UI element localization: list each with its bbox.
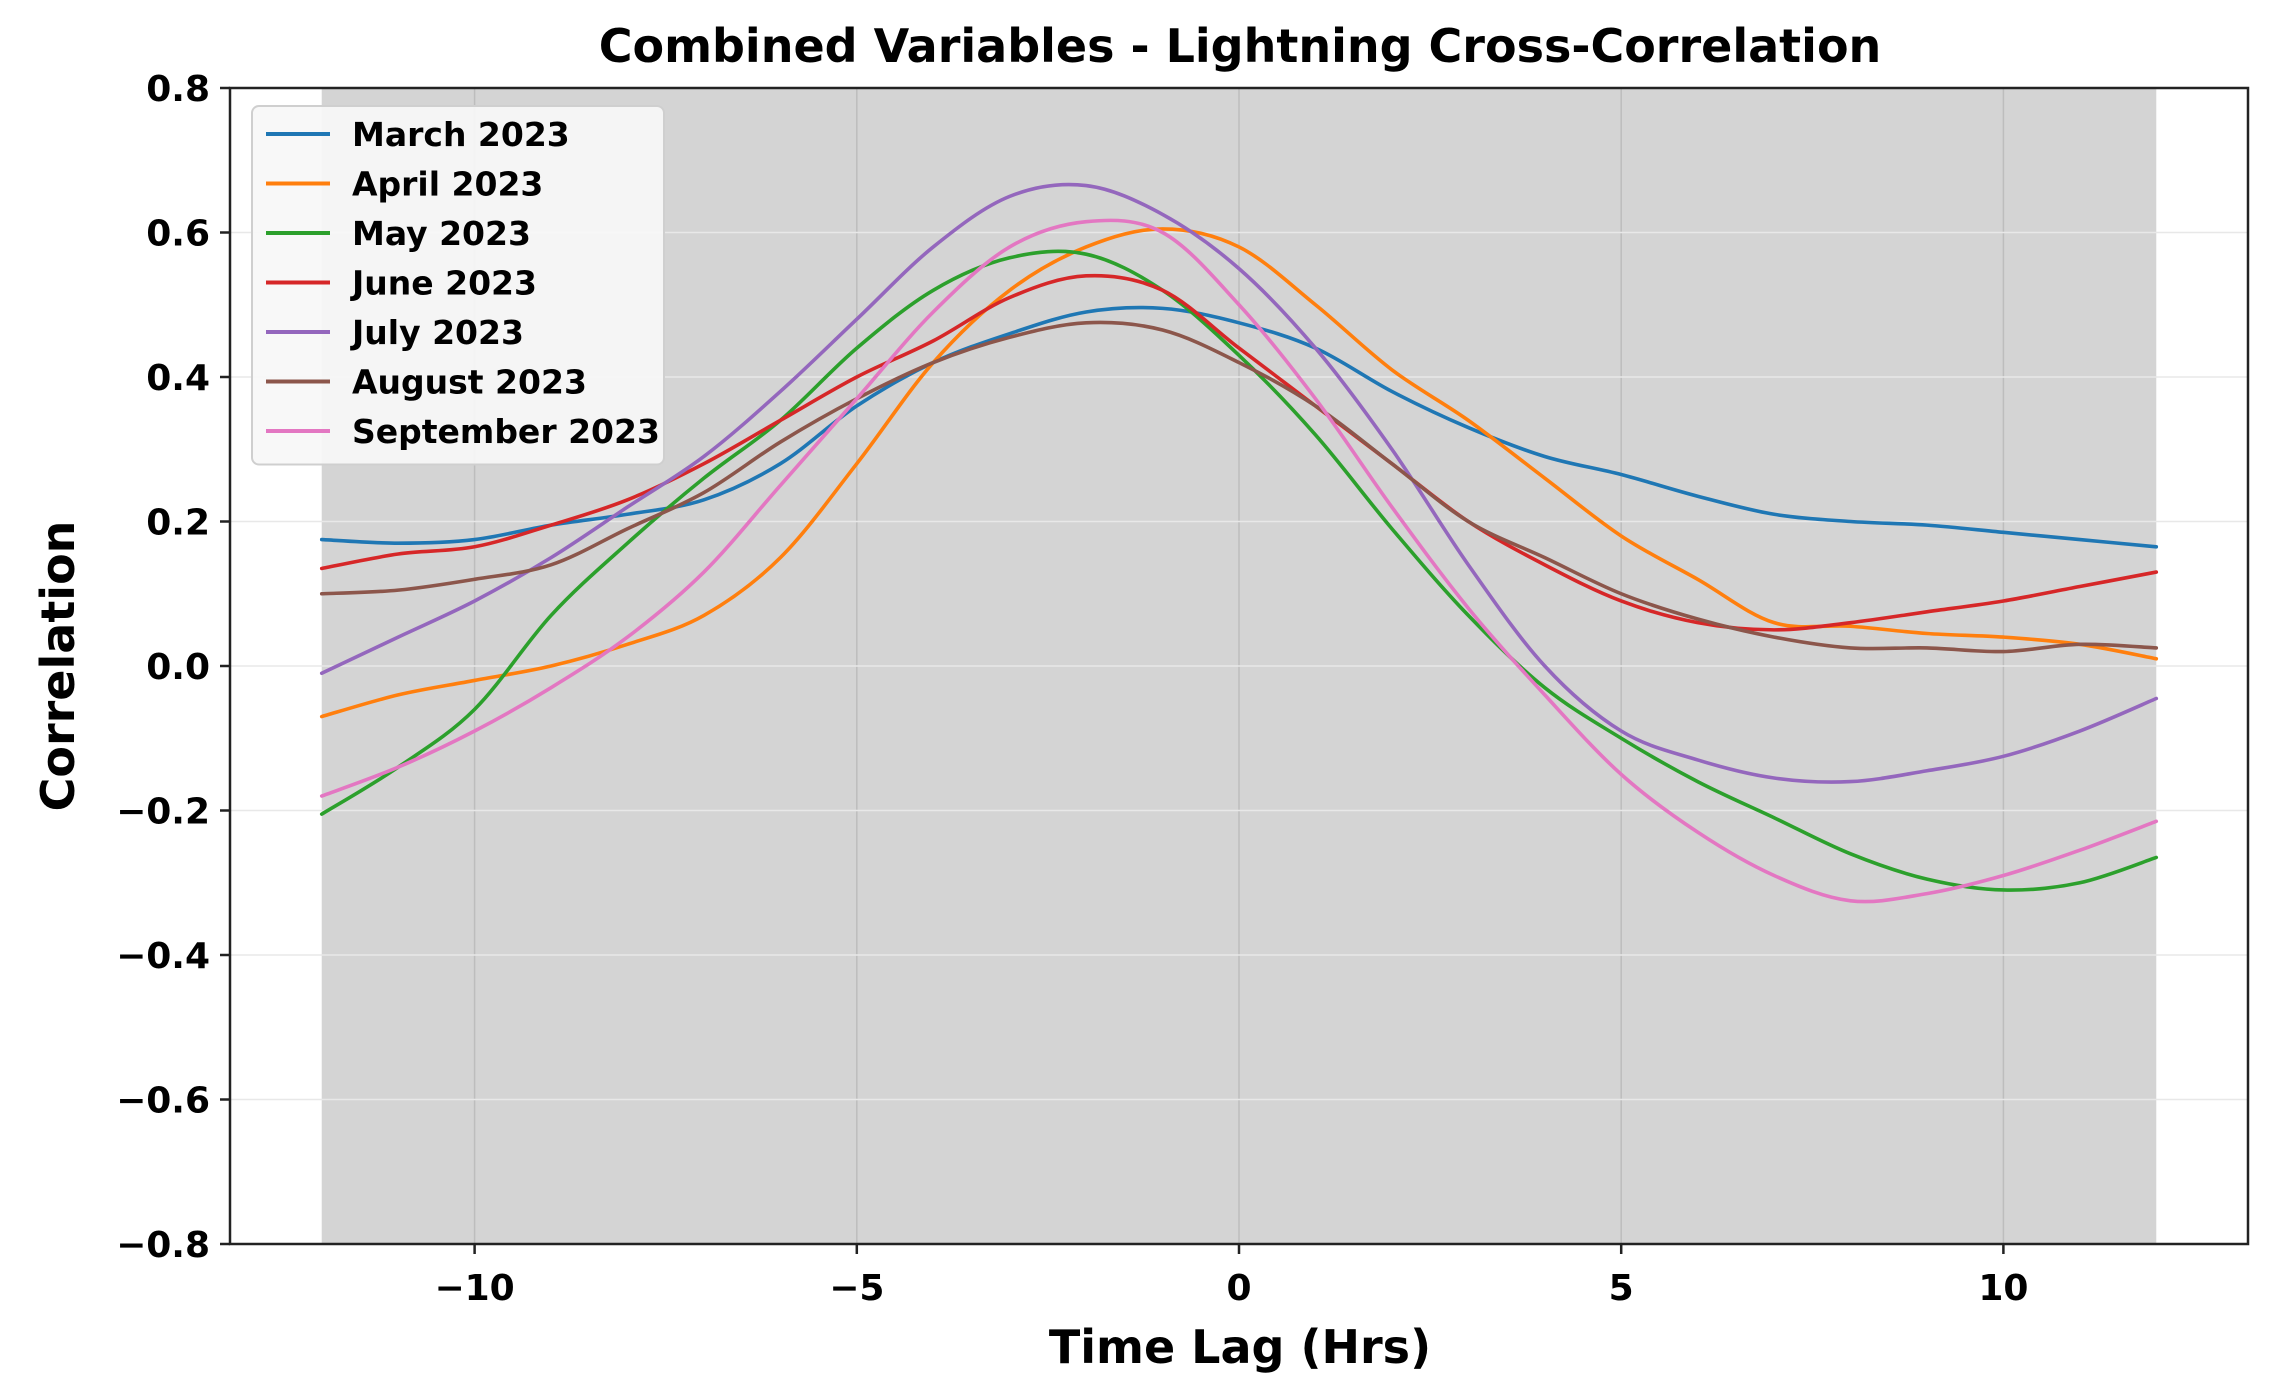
legend-label: March 2023 [352,115,570,154]
series-line-june-2023 [319,273,2159,632]
y-tick-label: 0.6 [146,214,210,255]
y-tick-label: 0.0 [146,647,210,688]
x-axis: −10 −5 0 5 10 [434,1244,2028,1309]
series-line-july-2023 [319,182,2159,784]
legend-label: June 2023 [350,264,537,303]
x-tick-label: −10 [434,1268,514,1309]
y-axis: −0.8 −0.6 −0.4 −0.2 0.0 0.2 0.4 0.6 0.8 [116,69,230,1266]
y-tick-label: −0.4 [116,936,210,977]
x-tick-label: 0 [1226,1268,1251,1309]
y-tick-label: 0.8 [146,69,210,110]
x-axis-title: Time Lag (Hrs) [1049,1320,1431,1374]
legend-box [251,105,665,466]
y-tick-label: −0.6 [116,1081,210,1122]
y-tick-label: −0.2 [116,792,210,833]
legend-label: April 2023 [352,165,543,204]
series-line-september-2023 [319,218,2159,904]
y-tick-label: 0.4 [146,358,210,399]
x-tick-label: −5 [829,1268,884,1309]
series-line-may-2023 [319,249,2159,892]
x-tick-label: 5 [1609,1268,1634,1309]
legend: March 2023 April 2023 May 2023 June 2023 Jul… [251,105,665,466]
x-tick-label: 10 [1978,1268,2028,1309]
chart-title: Combined Variables - Lightning Cross-Cor… [599,19,1882,73]
legend-label: July 2023 [350,313,524,352]
series-lines [319,182,2159,904]
series-line-august-2023 [319,320,2159,654]
y-tick-label: −0.8 [116,1225,210,1266]
y-tick-label: 0.2 [146,503,210,544]
series-line-march-2023 [319,305,2159,549]
legend-label: August 2023 [352,363,587,402]
legend-label: May 2023 [352,214,531,253]
y-axis-title: Correlation [31,521,85,812]
legend-label: September 2023 [352,412,660,451]
